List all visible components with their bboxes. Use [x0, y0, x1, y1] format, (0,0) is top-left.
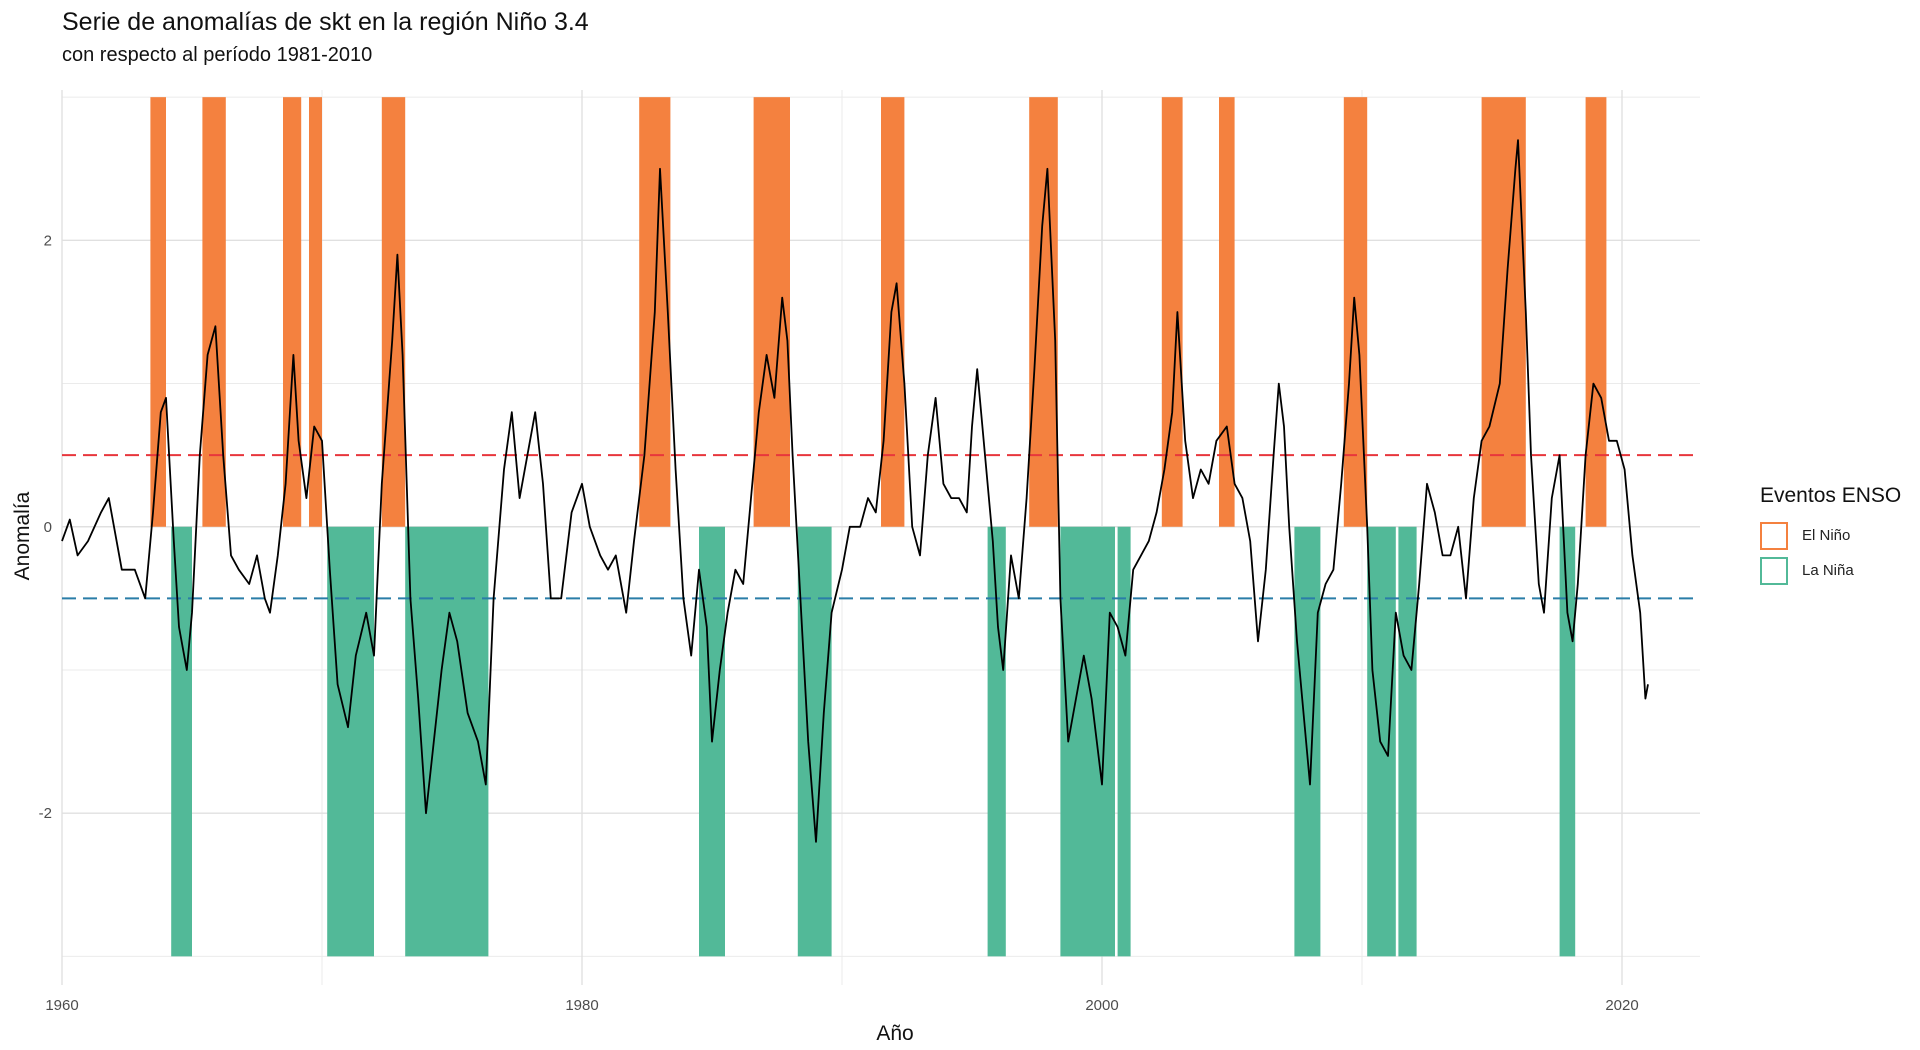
el-nino-bars	[150, 97, 1607, 527]
la-nina-bars	[171, 526, 1576, 957]
y-tick-label: 2	[44, 232, 52, 249]
el-nino-bar	[1585, 97, 1607, 527]
el-nino-bar	[202, 97, 226, 527]
la-nina-bar	[987, 526, 1006, 957]
el-nino-bar	[150, 97, 166, 527]
legend-label-la-nina: La Niña	[1802, 562, 1854, 579]
el-nino-bar	[881, 97, 905, 527]
la-nina-bar	[171, 526, 192, 957]
x-tick-label: 2020	[1605, 997, 1638, 1014]
legend-item-la-nina: La Niña	[1760, 553, 1901, 588]
la-nina-bar	[1060, 526, 1115, 957]
anomaly-series-line	[61, 139, 1649, 843]
la-nina-bar	[1398, 526, 1417, 957]
el-nino-bar	[1219, 97, 1235, 527]
legend-label-el-nino: El Niño	[1802, 527, 1851, 544]
la-nina-bar	[1294, 526, 1321, 957]
chart-subtitle: con respecto al período 1981-2010	[62, 44, 373, 66]
x-axis-label: Año	[876, 1022, 913, 1045]
el-nino-bar	[1161, 97, 1183, 527]
y-axis-label: Anomalía	[11, 491, 34, 580]
legend-title: Eventos ENSO	[1760, 484, 1902, 507]
y-tick-labels: -2 0 2	[39, 232, 52, 822]
la-nina-bar	[1559, 526, 1576, 957]
el-nino-bar	[309, 97, 322, 527]
legend-key-la-nina	[1760, 556, 1788, 585]
y-tick-label: 0	[44, 519, 52, 536]
la-nina-bar	[405, 526, 489, 957]
legend-key-el-nino	[1760, 521, 1788, 550]
legend-item-el-nino: El Niño	[1760, 518, 1901, 553]
x-tick-label: 1980	[565, 997, 598, 1014]
la-nina-bar	[1367, 526, 1396, 957]
legend: Eventos ENSO El Niño La Niña	[1760, 484, 1901, 588]
la-nina-bar	[797, 526, 832, 957]
y-tick-label: -2	[39, 805, 52, 822]
x-tick-label: 1960	[45, 997, 78, 1014]
x-tick-label: 2000	[1085, 997, 1118, 1014]
la-nina-bar	[1117, 526, 1131, 957]
x-tick-labels: 1960 1980 2000 2020	[45, 997, 1638, 1014]
la-nina-bar	[327, 526, 374, 957]
chart-title: Serie de anomalías de skt en la región N…	[62, 8, 589, 36]
el-nino-bar	[283, 97, 302, 527]
enso-chart: 1960 1980 2000 2020 -2 0 2 Año Anomalía	[11, 90, 1700, 1045]
threshold-lines	[62, 454, 1700, 600]
